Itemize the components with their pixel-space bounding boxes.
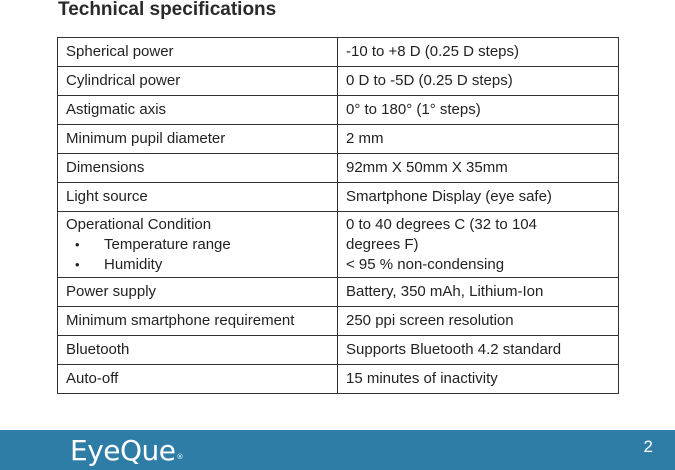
footer-bar: EyeQue® 2 [0,430,675,470]
spec-value: Battery, 350 mAh, Lithium-Ion [337,277,619,307]
table-row: Bluetooth Supports Bluetooth 4.2 standar… [57,335,619,365]
spec-value: 250 ppi screen resolution [337,306,619,336]
sub-item: • Humidity [66,255,329,275]
spec-value: Supports Bluetooth 4.2 standard [337,335,619,365]
spec-label: Bluetooth [57,335,338,365]
spec-label-group: Operational Condition • Temperature range… [57,211,338,278]
spec-label: Operational Condition [66,216,212,233]
table-row: Operational Condition • Temperature range… [57,211,619,278]
registered-mark-icon: ® [176,453,184,461]
spec-label: Dimensions [57,153,338,183]
spec-value: 2 mm [337,124,619,154]
bullet-icon: • [75,237,80,252]
page-title: Technical specifications [58,0,277,20]
spec-label: Power supply [57,277,338,307]
table-row: Light source Smartphone Display (eye saf… [57,182,619,212]
table-row: Cylindrical power 0 D to -5D (0.25 D ste… [57,66,619,96]
table-row: Astigmatic axis 0° to 180° (1° steps) [57,95,619,125]
sub-item: • Temperature range [66,235,329,255]
spec-value: 0° to 180° (1° steps) [337,95,619,125]
spec-label: Cylindrical power [57,66,338,96]
spec-label: Minimum smartphone requirement [57,306,338,336]
table-row: Auto-off 15 minutes of inactivity [57,364,619,394]
bullet-icon: • [75,257,80,272]
spec-value: 92mm X 50mm X 35mm [337,153,619,183]
spec-value: 0 D to -5D (0.25 D steps) [337,66,619,96]
table-row: Power supply Battery, 350 mAh, Lithium-I… [57,277,619,307]
page-number: 2 [643,437,653,456]
table-row: Spherical power -10 to +8 D (0.25 D step… [57,37,619,67]
table-row: Minimum smartphone requirement 250 ppi s… [57,306,619,336]
spec-label: Spherical power [57,37,338,67]
spec-label: Minimum pupil diameter [57,124,338,154]
specifications-table: Spherical power -10 to +8 D (0.25 D step… [57,37,619,394]
spec-value: -10 to +8 D (0.25 D steps) [337,37,619,67]
sub-label: Humidity [104,256,163,273]
spec-label: Light source [57,182,338,212]
spec-label: Auto-off [57,364,338,394]
spec-value-line: degrees F) [346,236,419,253]
table-row: Minimum pupil diameter 2 mm [57,124,619,154]
spec-value-line: 0 to 40 degrees C (32 to 104 [346,216,537,233]
spec-label: Astigmatic axis [57,95,338,125]
spec-value-line: < 95 % non-condensing [346,256,505,273]
spec-value-group: 0 to 40 degrees C (32 to 104 degrees F) … [337,211,619,278]
table-row: Dimensions 92mm X 50mm X 35mm [57,153,619,183]
spec-value: Smartphone Display (eye safe) [337,182,619,212]
spec-value: 15 minutes of inactivity [337,364,619,394]
eyeque-logo: EyeQue® [70,434,183,468]
logo-text: EyeQue [70,434,176,467]
sub-label: Temperature range [104,236,231,253]
